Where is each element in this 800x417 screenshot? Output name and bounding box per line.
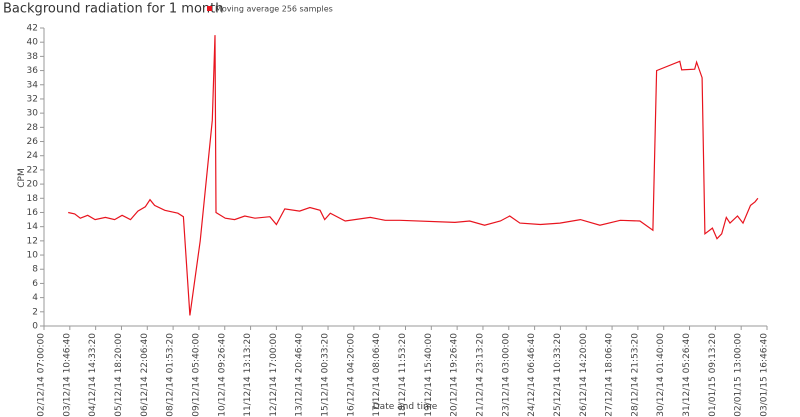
y-tick-label: 42: [27, 24, 38, 34]
x-tick-label: 23/12/14 03:00:00: [501, 333, 511, 417]
y-tick-label: 16: [27, 208, 39, 218]
y-tick-label: 4: [32, 293, 38, 303]
x-tick-label: 30/12/14 01:40:00: [656, 333, 666, 417]
x-tick-label: 15/12/14 00:33:20: [321, 333, 331, 417]
x-tick-label: 18/12/14 11:53:20: [398, 333, 408, 417]
x-tick-label: 20/12/14 19:26:40: [450, 333, 460, 417]
y-tick-label: 26: [27, 137, 39, 147]
y-tick-label: 2: [32, 307, 38, 317]
y-tick-label: 30: [27, 109, 39, 119]
x-tick-label: 13/12/14 20:46:40: [295, 333, 305, 417]
x-tick-label: 03/12/14 10:46:40: [62, 333, 72, 417]
x-tick-label: 24/12/14 06:46:40: [527, 333, 537, 417]
y-tick-label: 18: [27, 194, 39, 204]
x-tick-label: 06/12/14 22:06:40: [140, 333, 150, 417]
legend-label: Moving average 256 samples: [215, 5, 333, 14]
y-tick-label: 0: [32, 322, 38, 332]
data-line: [68, 35, 759, 316]
y-tick-label: 20: [27, 180, 39, 190]
x-tick-label: 16/12/14 04:20:00: [346, 333, 356, 417]
x-tick-label: 28/12/14 21:53:20: [630, 333, 640, 417]
x-tick-label: 26/12/14 14:20:00: [579, 333, 589, 417]
y-tick-label: 34: [27, 80, 39, 90]
y-tick-label: 28: [27, 123, 39, 133]
x-tick-label: 17/12/14 08:06:40: [372, 333, 382, 417]
x-axis-label: Date and time: [373, 402, 438, 412]
chart-title: Background radiation for 1 month: [3, 2, 223, 17]
y-tick-label: 6: [32, 279, 38, 289]
x-tick-label: 10/12/14 09:26:40: [217, 333, 227, 417]
x-tick-label: 09/12/14 05:40:00: [191, 333, 201, 417]
x-tick-label: 19/12/14 15:40:00: [424, 333, 434, 417]
y-axis-label: CPM: [17, 168, 27, 187]
x-tick-label: 21/12/14 23:13:20: [475, 333, 485, 417]
x-tick-label: 27/12/14 18:06:40: [605, 333, 615, 417]
x-tick-label: 04/12/14 14:33:20: [88, 333, 98, 417]
y-tick-label: 36: [27, 66, 39, 76]
y-tick-label: 40: [27, 38, 39, 48]
x-tick-label: 05/12/14 18:20:00: [114, 333, 124, 417]
x-tick-label: 01/01/15 09:13:20: [708, 333, 718, 417]
y-tick-label: 24: [27, 151, 39, 161]
x-tick-label: 12/12/14 17:00:00: [269, 333, 279, 417]
x-tick-label: 11/12/14 13:13:20: [243, 333, 253, 417]
y-tick-label: 8: [32, 265, 38, 275]
legend-swatch: [207, 6, 212, 11]
x-tick-label: 03/01/15 16:46:40: [760, 333, 770, 417]
x-tick-label: 02/01/15 13:00:00: [734, 333, 744, 417]
y-tick-label: 22: [27, 165, 38, 175]
x-tick-label: 31/12/14 05:26:40: [682, 333, 692, 417]
y-tick-label: 12: [27, 236, 38, 246]
x-tick-label: 25/12/14 10:33:20: [553, 333, 563, 417]
y-tick-label: 38: [27, 52, 39, 62]
x-tick-label: 02/12/14 07:00:00: [37, 333, 47, 417]
x-tick-label: 08/12/14 01:53:20: [166, 333, 176, 417]
y-tick-label: 14: [27, 222, 39, 232]
y-tick-label: 32: [27, 94, 38, 104]
y-tick-label: 10: [27, 251, 39, 261]
